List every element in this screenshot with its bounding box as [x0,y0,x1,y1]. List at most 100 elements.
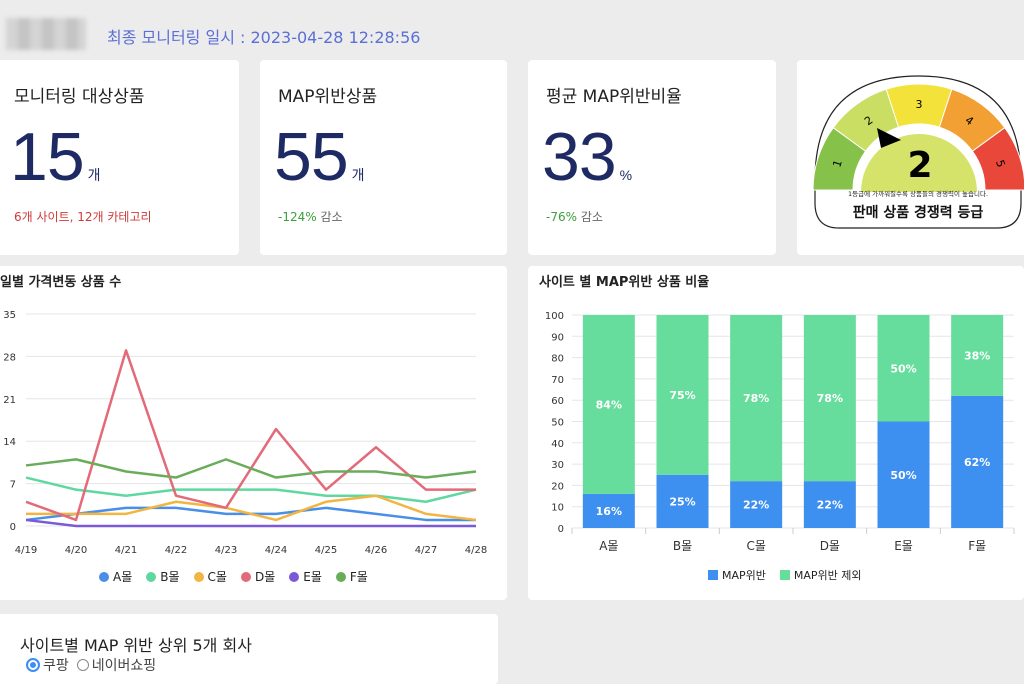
legend-item[interactable]: A몰 [99,568,132,585]
kpi-change: -124% 감소 [278,210,343,224]
x-tick-label: 4/21 [115,545,137,556]
series-line-C몰 [26,494,477,522]
x-tick-label: C몰 [746,539,765,553]
legend-label: MAP위반 제외 [793,569,862,582]
bar-segment-MAP위반 [877,421,930,528]
y-tick-label: 35 [3,310,16,321]
x-tick-label: 4/22 [165,545,187,556]
y-tick-label: 20 [551,481,564,492]
bar-data-label: 50% [890,362,916,375]
y-tick-label: 50 [551,418,564,429]
bar-segment-MAP위반 제외 [582,315,635,494]
gauge-needle [877,128,901,148]
bar-segment-MAP위반 [730,481,783,528]
bar-data-label: 25% [669,495,695,508]
y-tick-label: 80 [551,354,564,365]
series-line-F몰 [25,458,477,479]
x-tick-label: 4/28 [465,545,487,556]
legend-label: F몰 [349,570,368,584]
y-tick-label: 21 [3,395,16,406]
x-tick-label: 4/27 [415,545,437,556]
legend-label: A몰 [113,570,133,584]
series-line-B몰 [25,476,477,504]
y-tick-label: 60 [551,396,564,407]
gauge-level-label: 1 [830,158,845,169]
y-tick-label: 40 [551,439,564,450]
legend-item[interactable]: F몰 [335,568,368,585]
y-tick-label: 10 [551,503,564,514]
legend-label: D몰 [254,570,276,584]
bar-data-label: 84% [596,398,622,411]
bar-data-label: 50% [890,469,916,482]
x-tick-label: F몰 [968,539,986,553]
legend-item[interactable]: MAP위반 제외 [779,567,862,583]
legend-item[interactable]: MAP위반 [708,567,766,583]
x-tick-label: A몰 [599,539,618,553]
x-tick-label: 4/24 [265,545,287,556]
kpi-value: 33% [542,119,632,195]
bar-data-label: 62% [964,456,990,469]
radio-coupang[interactable]: 쿠팡 [26,655,69,675]
gauge-title: 판매 상품 경쟁력 등급 [853,204,984,221]
x-tick-label: 4/19 [15,545,37,556]
series-line-D몰 [25,349,476,522]
bar-segment-MAP위반 [656,474,709,528]
legend-marker [240,571,251,582]
site-radio-group: 쿠팡 네이버쇼핑 [26,655,156,675]
y-tick-label: 100 [545,311,564,322]
bar-data-label: 16% [596,505,622,518]
gauge-level-label: 5 [993,158,1008,169]
bar-data-label: 22% [817,499,843,512]
legend-item[interactable]: E몰 [289,568,322,585]
y-tick-label: 7 [10,480,16,491]
x-tick-label: 4/23 [215,545,237,556]
radio-unselected-icon [76,659,89,671]
bar-data-label: 78% [743,392,769,405]
gauge-center [861,134,977,192]
legend-label: MAP위반 [722,569,766,582]
radio-naver[interactable]: 네이버쇼핑 [76,655,156,675]
blurred-logo [6,18,86,50]
y-tick-label: 90 [551,332,564,343]
bar-segment-MAP위반 [803,481,856,528]
legend-label: C몰 [207,570,227,584]
y-tick-label: 0 [558,524,564,535]
legend-label: B몰 [160,570,180,584]
bar-segment-MAP위반 [951,395,1004,528]
bar-segment-MAP위반 제외 [877,315,930,422]
legend-item[interactable]: B몰 [146,568,180,585]
bar-data-label: 78% [817,392,843,405]
line-chart-legend: A몰 B몰 C몰 D몰 E몰 F몰 [99,568,368,585]
legend-marker [289,571,300,582]
x-tick-label: 4/25 [315,545,337,556]
x-tick-label: B몰 [673,539,692,553]
bar-chart: 0 10 20 30 40 50 60 70 80 90 100 16% 84% A몰 25% 75% B몰 22… [545,311,1015,553]
y-tick-label: 28 [3,352,16,363]
gauge-grade-value: 2 [907,145,932,186]
gauge-segment-5 [971,126,1024,191]
kpi-change: -76% 감소 [546,210,603,224]
line-chart: 0 7 14 21 28 35 4/19 4/20 4/21 4/22 4/23 4/24 4/25 4/… [3,310,487,556]
legend-marker [779,570,790,580]
legend-label: E몰 [303,570,322,584]
kpi-title: 모니터링 대상상품 [14,87,145,107]
daily-price-change-panel: 일별 가격변동 상품 수 0 7 14 21 28 35 4/19 4/20 4/21 4/22 4… [0,266,507,600]
kpi-subtext: 6개 사이트, 12개 카테고리 [14,210,152,224]
kpi-card-monitored-products: 모니터링 대상상품 15 개 6개 사이트, 12개 카테고리 [0,60,239,255]
bar-data-label: 75% [669,389,695,402]
site-map-ratio-panel: 사이트 별 MAP위반 상품 비율 0 10 20 30 40 50 60 70 80 90 100… [528,266,1024,600]
legend-marker [146,571,157,582]
y-tick-label: 0 [10,522,16,533]
series-line-E몰 [25,518,476,528]
y-tick-label: 30 [551,460,564,471]
legend-item[interactable]: C몰 [193,568,227,585]
x-tick-label: E몰 [894,539,913,553]
bar-segment-MAP위반 [582,493,635,528]
legend-item[interactable]: D몰 [240,568,276,585]
radio-selected-icon [26,658,40,672]
bar-segment-MAP위반 제외 [951,315,1004,396]
panel-title: 일별 가격변동 상품 수 [0,275,122,290]
kpi-card-map-violations: MAP위반상품 55 개 -124% 감소 [260,60,507,255]
legend-marker [99,571,109,582]
